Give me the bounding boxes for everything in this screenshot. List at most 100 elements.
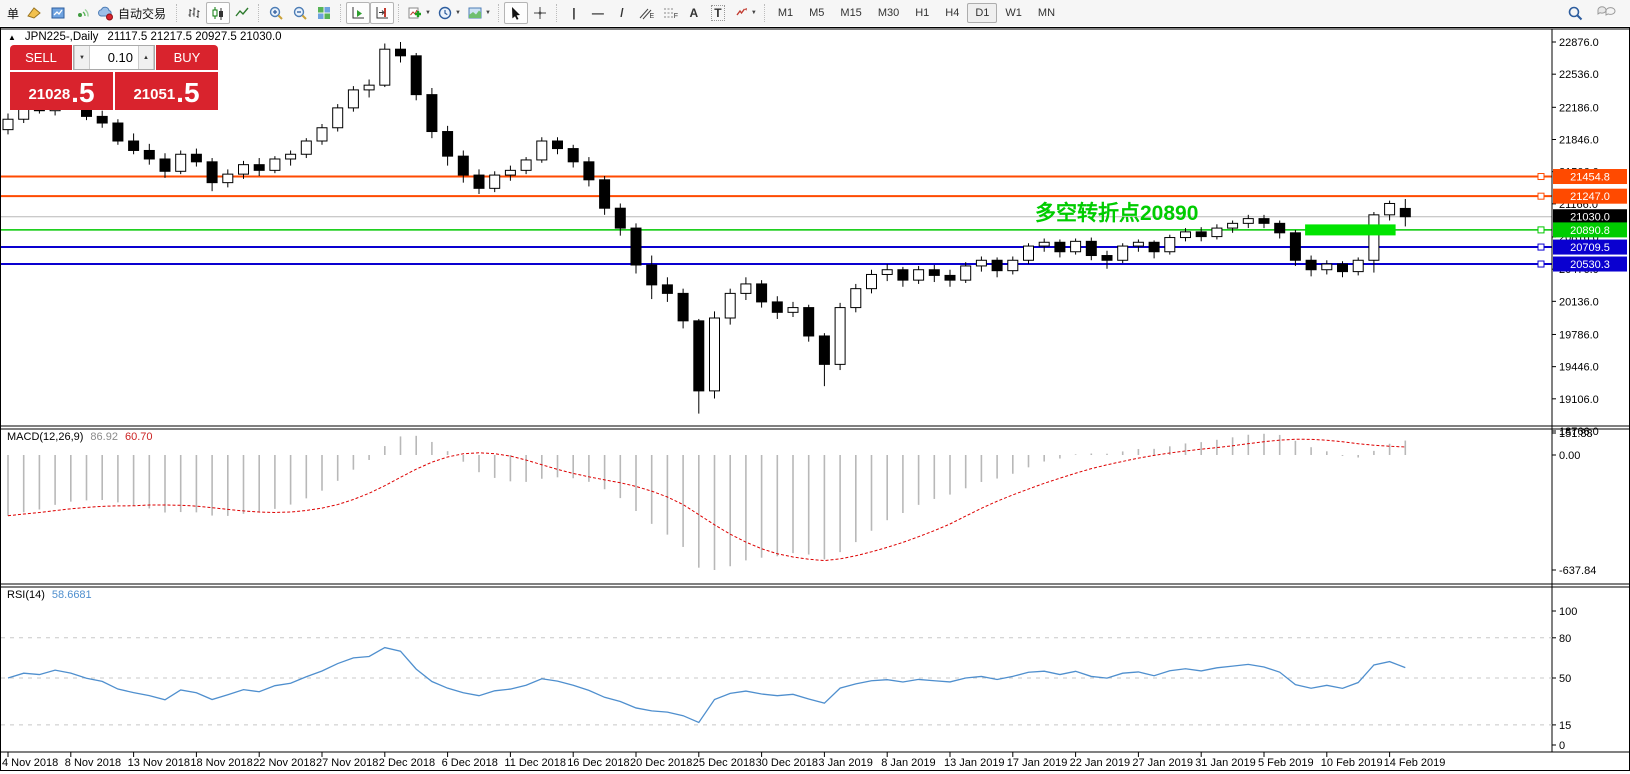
candle-body — [771, 301, 783, 313]
price-tag — [1553, 256, 1627, 272]
chart-annotation-text[interactable]: 多空转折点20890 — [1035, 202, 1199, 225]
timeframe-mn[interactable]: MN — [1037, 7, 1056, 19]
crosshair-tool-button[interactable] — [528, 2, 552, 24]
toolbar: 单 自动交易 ▼ ▼ — [0, 0, 1630, 26]
x-tick-label: 25 Dec 2018 — [693, 757, 755, 769]
templates-button[interactable]: ▼ — [464, 2, 494, 24]
volume-field[interactable]: 0.10 — [107, 50, 133, 65]
signals-button[interactable] — [70, 2, 94, 24]
timeframe-d1[interactable]: D1 — [967, 3, 998, 23]
fibonacci-tool-button[interactable]: F — [658, 2, 682, 24]
candle-body — [614, 207, 626, 229]
charts-window-button[interactable] — [46, 2, 70, 24]
candle-body — [473, 174, 485, 189]
orders-button[interactable] — [22, 2, 46, 24]
line-chart-mode-button[interactable] — [230, 2, 254, 24]
candle-body — [1242, 218, 1254, 224]
timeframe-m1[interactable]: M1 — [777, 7, 794, 19]
horizontal-line-icon: — — [591, 6, 604, 20]
zoom-in-button[interactable] — [264, 2, 288, 24]
macd-name: MACD(12,26,9) — [7, 431, 84, 443]
periods-button[interactable]: ▼ — [434, 2, 464, 24]
hline-handle[interactable] — [1537, 192, 1545, 200]
line-chart-icon — [235, 7, 249, 17]
timeframe-m30[interactable]: M30 — [877, 7, 900, 19]
timeframe-m15[interactable]: M15 — [840, 7, 862, 19]
templates-dropdown-caret[interactable]: ▼ — [484, 10, 491, 16]
candle-body — [583, 161, 595, 181]
x-tick-label: 17 Jan 2019 — [1007, 757, 1068, 769]
sell-price-display[interactable]: 21028.5 — [10, 72, 113, 110]
indicators-dropdown-caret[interactable]: ▼ — [425, 10, 431, 16]
bar-chart-mode-button[interactable] — [182, 2, 206, 24]
volume-increase-button[interactable]: ▲ — [138, 46, 154, 69]
new-order-button[interactable]: 单 — [7, 6, 20, 21]
timeframe-h4[interactable]: H4 — [945, 7, 960, 19]
rsi-line — [7, 646, 1406, 724]
hline-handle[interactable] — [1537, 173, 1545, 181]
auto-scroll-button[interactable] — [346, 2, 371, 24]
price-tag-label: 21454.8 — [1570, 172, 1610, 184]
rsi-axis-label: 15 — [1559, 720, 1571, 732]
price-tag — [1553, 222, 1627, 238]
hline-handle[interactable] — [1537, 260, 1545, 268]
candlestick-mode-button[interactable] — [206, 2, 231, 24]
x-tick-label: 11 Dec 2018 — [504, 757, 566, 769]
channel-tool-button[interactable]: E — [634, 2, 658, 24]
sell-button[interactable]: SELL — [10, 45, 72, 70]
price-tag — [1553, 209, 1627, 225]
horizontal-line-tool-button[interactable]: — — [586, 2, 610, 24]
zoom-out-button[interactable] — [288, 2, 312, 24]
candle-body — [1399, 207, 1411, 218]
timeframe-h1[interactable]: H1 — [915, 7, 930, 19]
vertical-line-tool-button[interactable]: | — [562, 2, 586, 24]
buy-price-display[interactable]: 21051.5 — [115, 72, 218, 110]
volume-decrease-button[interactable]: ▼ — [74, 46, 90, 69]
timeframe-m5[interactable]: M5 — [809, 7, 825, 19]
x-tick-label: 8 Jan 2019 — [881, 757, 935, 769]
buy-button[interactable]: BUY — [156, 45, 218, 70]
trendline-icon: / — [620, 6, 624, 20]
autotrading-cloud-icon — [98, 6, 114, 21]
x-tick-label: 20 Dec 2018 — [630, 757, 692, 769]
candle-body — [1117, 245, 1129, 261]
template-picture-icon — [468, 7, 482, 19]
thick-green-trendline-segment[interactable] — [1305, 224, 1396, 236]
candle-body — [1227, 222, 1239, 229]
cursor-tool-button[interactable] — [503, 2, 528, 24]
indicators-button[interactable]: ▼ — [404, 2, 434, 24]
candle-body — [567, 148, 579, 163]
x-tick-label: 10 Feb 2019 — [1321, 757, 1383, 769]
candle-body — [975, 259, 987, 267]
channel-sub-letter: E — [649, 12, 655, 20]
candle-body — [1148, 241, 1160, 253]
hline-handle[interactable] — [1537, 243, 1545, 251]
text-label-tool-button[interactable]: T — [706, 2, 730, 24]
candle-body — [1038, 241, 1050, 247]
autotrading-button[interactable]: 自动交易 — [94, 2, 172, 24]
candle-body — [803, 307, 815, 337]
tile-windows-button[interactable] — [312, 2, 336, 24]
chat-icon[interactable] — [1596, 5, 1618, 21]
sell-price-fraction: .5 — [71, 77, 95, 108]
candle-body — [787, 307, 799, 313]
one-click-collapse-icon[interactable]: ▲ — [8, 32, 16, 42]
periods-dropdown-caret[interactable]: ▼ — [454, 10, 461, 16]
candle-body — [1007, 259, 1019, 272]
chart-shift-button[interactable] — [370, 2, 395, 24]
candlestick-icon — [212, 7, 224, 20]
candle-body — [332, 107, 344, 129]
arrows-tool-button[interactable]: ▼ — [730, 2, 760, 24]
zoom-in-icon — [269, 6, 283, 20]
x-tick-label: 27 Nov 2018 — [316, 757, 378, 769]
text-tool-button[interactable]: A — [682, 2, 706, 24]
trendline-tool-button[interactable]: / — [610, 2, 634, 24]
hline-handle[interactable] — [1537, 226, 1545, 234]
candle-body — [1289, 232, 1301, 261]
arrows-dropdown-caret[interactable]: ▼ — [750, 10, 757, 16]
candle-body — [1023, 245, 1034, 261]
price-tag — [1553, 239, 1627, 255]
search-icon[interactable] — [1567, 5, 1584, 22]
timeframe-w1[interactable]: W1 — [1005, 7, 1022, 19]
